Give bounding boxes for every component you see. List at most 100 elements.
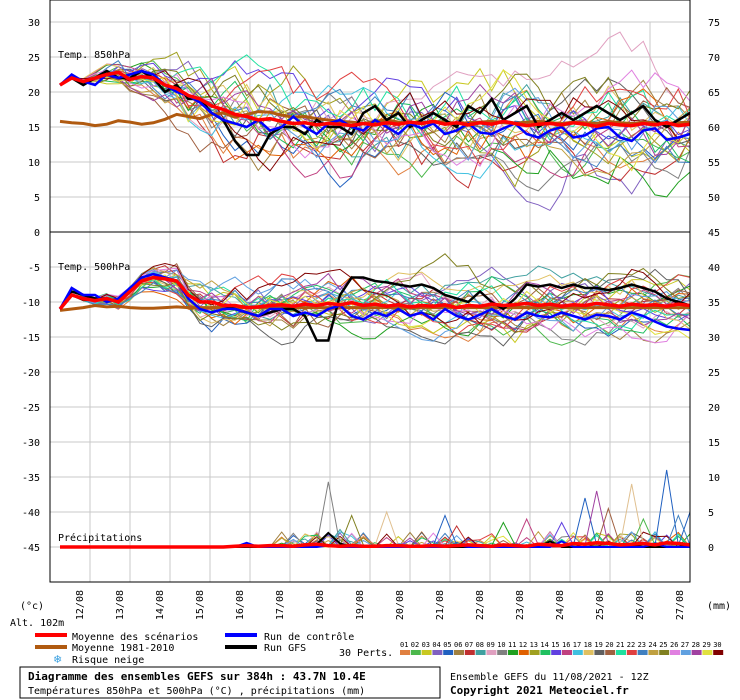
legend-swatch-control <box>225 633 257 637</box>
x-label-11: 23/08 <box>515 590 526 620</box>
pert-legend-swatch-13 <box>529 650 540 655</box>
right-tick-6: 45 <box>708 228 720 239</box>
left-tick-14: -40 <box>22 508 40 519</box>
left-tick-1: 25 <box>28 53 40 64</box>
right-tick-2: 65 <box>708 88 720 99</box>
x-label-6: 18/08 <box>315 590 326 620</box>
pert-legend-label-12: 12 <box>519 641 527 649</box>
pert-legend-swatch-19 <box>594 650 605 655</box>
pert-legend-label-07: 07 <box>465 641 473 649</box>
plot-frame <box>49 0 691 583</box>
precip-spike-3 <box>351 535 376 546</box>
left-tick-3: 15 <box>28 123 40 134</box>
precip-spike-1 <box>327 528 353 546</box>
series-line-500-climo <box>59 303 690 312</box>
left-tick-0: 30 <box>28 18 40 29</box>
pert-legend-swatch-24 <box>648 650 659 655</box>
pert-legend-label-19: 19 <box>594 641 602 649</box>
x-label-10: 22/08 <box>475 590 486 620</box>
left-tick-10: -20 <box>22 368 40 379</box>
left-tick-6: 0 <box>34 228 40 239</box>
pert-legend-swatch-29 <box>702 650 713 655</box>
precip-spike-13 <box>619 483 644 546</box>
pert-500-line-21 <box>59 278 691 336</box>
pert-500-line-23 <box>59 278 691 316</box>
right-tick-12: 15 <box>708 438 720 449</box>
x-label-15: 27/08 <box>675 590 686 620</box>
x-label-3: 15/08 <box>195 590 206 620</box>
pert-legend-label-21: 21 <box>616 641 624 649</box>
series-line-850-mean <box>59 70 691 129</box>
pert-legend-label-30: 30 <box>713 641 721 649</box>
pert-legend-swatch-20 <box>605 650 616 655</box>
footer-subtitle: Températures 850hPa et 500hPa (°C) , pré… <box>28 685 365 697</box>
left-unit-label: (°c) <box>20 601 44 612</box>
legend-swatch-climo <box>35 645 67 649</box>
left-tick-5: 5 <box>34 193 40 204</box>
pert-legend-swatch-11 <box>508 650 518 655</box>
perturbation-legend: 01 02 03 04 05 06 07 08 09 10 11 12 13 14 15 16 17 18 19 20… <box>400 641 724 655</box>
pert-legend-swatch-17 <box>572 650 583 655</box>
pert-legend-swatch-08 <box>475 650 486 655</box>
x-label-9: 21/08 <box>435 590 446 620</box>
legend-swatch-gfs <box>225 645 257 649</box>
pert-legend-swatch-06 <box>454 650 464 655</box>
pert-legend-swatch-23 <box>637 650 648 655</box>
legend-label-control: Run de contrôle <box>264 631 354 643</box>
precip-spike-10 <box>572 497 598 546</box>
x-label-0: 12/08 <box>75 590 86 620</box>
footer-copyright: Copyright 2021 Meteociel.fr <box>450 684 629 697</box>
pert-legend-label-02: 02 <box>411 641 419 649</box>
legend: Moyenne des scénarios Moyenne 1981-2010 … <box>35 631 724 666</box>
pert-legend-swatch-14 <box>540 650 551 655</box>
pert-500-line-26 <box>59 267 691 344</box>
pert-850-line-1 <box>59 70 691 176</box>
legend-label-gfs: Run GFS <box>264 643 306 654</box>
main-series-lines <box>58 69 691 549</box>
series-line-500-mean <box>58 275 691 311</box>
snowflake-icon: ❄ <box>53 653 62 666</box>
pert-legend-label-14: 14 <box>540 641 548 649</box>
precip-spike-11 <box>584 490 609 546</box>
left-tick-13: -35 <box>22 473 40 484</box>
x-label-12: 24/08 <box>555 590 566 620</box>
precip-spike-2 <box>339 514 364 546</box>
pert-850-line-5 <box>59 68 691 188</box>
pert-legend-swatch-07 <box>464 650 475 655</box>
pert-legend-label-08: 08 <box>476 641 484 649</box>
pert-850-line-20 <box>59 74 691 159</box>
pert-legend-label-05: 05 <box>443 641 451 649</box>
series-line-precip-mean <box>60 541 691 549</box>
left-tick-2: 20 <box>28 88 40 99</box>
x-label-1: 13/08 <box>115 590 126 620</box>
left-tick-11: -25 <box>22 403 40 414</box>
legend-label-perts: 30 Perts. <box>339 648 393 659</box>
pert-500-line-2 <box>59 274 691 346</box>
x-label-13: 25/08 <box>595 590 606 620</box>
x-label-5: 17/08 <box>275 590 286 620</box>
precip-spike-16 <box>666 514 691 546</box>
right-unit-label: (mm) <box>707 601 731 612</box>
right-tick-8: 35 <box>708 298 720 309</box>
precip-spike-14 <box>631 517 656 546</box>
pert-legend-label-24: 24 <box>648 641 656 649</box>
pert-500-line-25 <box>59 253 691 331</box>
series-line-850-gfs <box>59 69 691 157</box>
left-tick-9: -15 <box>22 333 40 344</box>
pert-850-line-15 <box>59 60 691 140</box>
x-axis-date-labels: 12/08 13/08 14/08 15/08 16/08 17/08 18/08 19/08… <box>75 590 686 620</box>
pert-legend-swatch-28 <box>691 650 702 655</box>
pert-500-line-15 <box>59 283 691 321</box>
pert-legend-swatch-03 <box>421 650 432 655</box>
x-label-14: 26/08 <box>635 590 646 620</box>
pert-legend-label-23: 23 <box>638 641 646 649</box>
precip-spike-12 <box>596 506 621 546</box>
footer-title: Diagramme des ensembles GEFS sur 384h : … <box>28 670 366 683</box>
pert-legend-label-04: 04 <box>432 641 440 649</box>
precip-spike-8 <box>514 517 539 546</box>
pert-legend-label-03: 03 <box>422 641 430 649</box>
panel-label-precip: Précipitations <box>58 532 142 544</box>
pert-legend-label-10: 10 <box>497 641 505 649</box>
pert-legend-label-25: 25 <box>659 641 667 649</box>
